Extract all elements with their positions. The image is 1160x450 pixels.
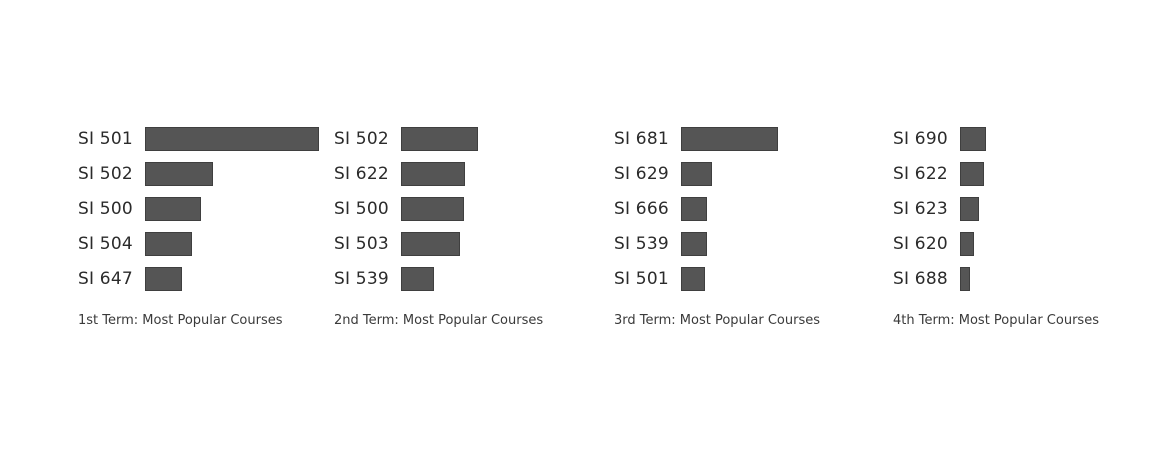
term-3-row-1: SI 681 (614, 127, 874, 151)
term-4-row-2: SI 622 (893, 162, 1153, 186)
course-bar (145, 267, 182, 291)
term-3-row-5: SI 501 (614, 267, 874, 291)
panel-term-4: SI 690 SI 622 SI 623 SI 620 SI 688 4th T… (893, 122, 1153, 342)
course-bar (401, 162, 465, 186)
term-4-row-5: SI 688 (893, 267, 1153, 291)
term-3-row-2: SI 629 (614, 162, 874, 186)
course-label: SI 622 (893, 164, 948, 184)
course-label: SI 623 (893, 199, 948, 219)
term-4-row-4: SI 620 (893, 232, 1153, 256)
term-1-row-5: SI 647 (78, 267, 338, 291)
course-label: SI 620 (893, 234, 948, 254)
course-label: SI 629 (614, 164, 669, 184)
course-label: SI 503 (334, 234, 389, 254)
term-2-row-1: SI 502 (334, 127, 594, 151)
course-bar (960, 162, 984, 186)
panel-term-3: SI 681 SI 629 SI 666 SI 539 SI 501 3rd T… (614, 122, 874, 342)
course-bar (145, 232, 192, 256)
course-label: SI 500 (334, 199, 389, 219)
course-bar (401, 232, 460, 256)
course-bar (145, 197, 201, 221)
course-label: SI 647 (78, 269, 133, 289)
term-1-row-3: SI 500 (78, 197, 338, 221)
course-label: SI 681 (614, 129, 669, 149)
term-2-row-2: SI 622 (334, 162, 594, 186)
course-label: SI 500 (78, 199, 133, 219)
course-bar (681, 197, 707, 221)
term-1-row-4: SI 504 (78, 232, 338, 256)
course-bar (681, 127, 778, 151)
course-bar (145, 127, 319, 151)
panel-title: 4th Term: Most Popular Courses (893, 313, 1099, 328)
course-bar (401, 197, 464, 221)
course-label: SI 690 (893, 129, 948, 149)
course-label: SI 501 (78, 129, 133, 149)
panel-title: 2nd Term: Most Popular Courses (334, 313, 544, 328)
term-2-row-3: SI 500 (334, 197, 594, 221)
course-bar (960, 232, 974, 256)
course-label: SI 539 (334, 269, 389, 289)
course-bar (145, 162, 213, 186)
term-3-row-3: SI 666 (614, 197, 874, 221)
panel-term-2: SI 502 SI 622 SI 500 SI 503 SI 539 2nd T… (334, 122, 594, 342)
course-bar (681, 267, 705, 291)
course-label: SI 502 (78, 164, 133, 184)
course-label: SI 539 (614, 234, 669, 254)
course-label: SI 502 (334, 129, 389, 149)
term-1-row-1: SI 501 (78, 127, 338, 151)
course-label: SI 666 (614, 199, 669, 219)
course-label: SI 688 (893, 269, 948, 289)
course-bar (681, 162, 712, 186)
course-bar (401, 127, 478, 151)
panel-term-1: SI 501 SI 502 SI 500 SI 504 SI 647 1st T… (78, 122, 338, 342)
course-label: SI 504 (78, 234, 133, 254)
term-3-row-4: SI 539 (614, 232, 874, 256)
course-bar (401, 267, 434, 291)
panel-title: 3rd Term: Most Popular Courses (614, 313, 821, 328)
term-4-row-1: SI 690 (893, 127, 1153, 151)
term-1-row-2: SI 502 (78, 162, 338, 186)
term-2-row-5: SI 539 (334, 267, 594, 291)
course-label: SI 501 (614, 269, 669, 289)
panel-title: 1st Term: Most Popular Courses (78, 313, 283, 328)
course-bar (960, 197, 979, 221)
course-label: SI 622 (334, 164, 389, 184)
course-bar (960, 267, 970, 291)
course-bar (681, 232, 707, 256)
term-2-row-4: SI 503 (334, 232, 594, 256)
course-bar (960, 127, 986, 151)
term-4-row-3: SI 623 (893, 197, 1153, 221)
